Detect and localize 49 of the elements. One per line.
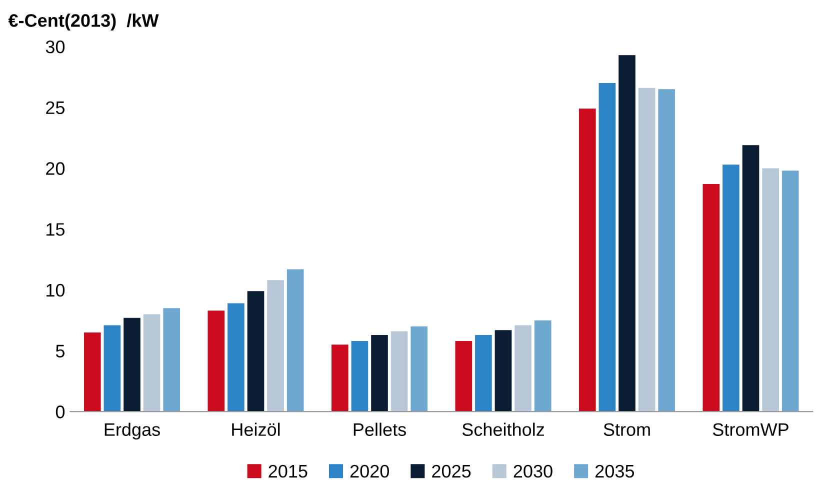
y-tick-label: 15 xyxy=(46,223,65,236)
legend-label: 2020 xyxy=(350,464,389,478)
bar xyxy=(228,303,244,412)
y-axis-title: €-Cent(2013) /kW xyxy=(8,14,159,30)
bar xyxy=(514,325,532,412)
bar xyxy=(618,55,636,412)
bar xyxy=(104,325,121,412)
bar xyxy=(722,164,740,412)
legend-label: 2035 xyxy=(596,464,634,478)
bar xyxy=(494,330,512,412)
bar xyxy=(371,334,388,412)
y-tick-label: 30 xyxy=(46,40,65,54)
bar xyxy=(534,320,552,412)
bar xyxy=(390,331,408,412)
legend-label: 2025 xyxy=(432,464,471,478)
bar xyxy=(124,318,140,412)
bar xyxy=(267,280,284,412)
bar xyxy=(84,332,101,412)
y-tick-label: 0 xyxy=(56,406,65,418)
bar xyxy=(455,341,472,412)
bar xyxy=(410,326,428,412)
x-tick-label: Strom xyxy=(604,423,650,436)
bar xyxy=(638,88,656,412)
bar xyxy=(598,83,616,412)
x-tick-label: Scheitholz xyxy=(462,422,544,436)
bar xyxy=(208,310,225,412)
y-tick-label: 10 xyxy=(46,284,65,297)
bar xyxy=(742,145,760,412)
bar xyxy=(658,89,676,412)
bar xyxy=(143,314,160,412)
bar xyxy=(351,341,368,412)
legend-label: 2030 xyxy=(514,464,552,478)
bar xyxy=(702,184,720,412)
y-tick-label: 20 xyxy=(46,162,65,175)
bar xyxy=(782,170,799,412)
legend-label: 2015 xyxy=(268,464,308,478)
x-tick-label: Erdgas xyxy=(104,422,160,440)
bar xyxy=(331,344,348,412)
bar xyxy=(578,108,596,412)
bar xyxy=(475,334,492,412)
bar xyxy=(163,308,180,412)
x-tick-label: Pellets xyxy=(354,422,406,436)
y-tick-label: 5 xyxy=(56,344,65,358)
bar xyxy=(247,291,264,412)
x-tick-label: Heizöl xyxy=(232,422,280,436)
bar xyxy=(286,269,304,412)
y-tick-label: 25 xyxy=(46,101,65,114)
bar xyxy=(762,168,779,412)
x-tick-label: StromWP xyxy=(712,423,788,436)
